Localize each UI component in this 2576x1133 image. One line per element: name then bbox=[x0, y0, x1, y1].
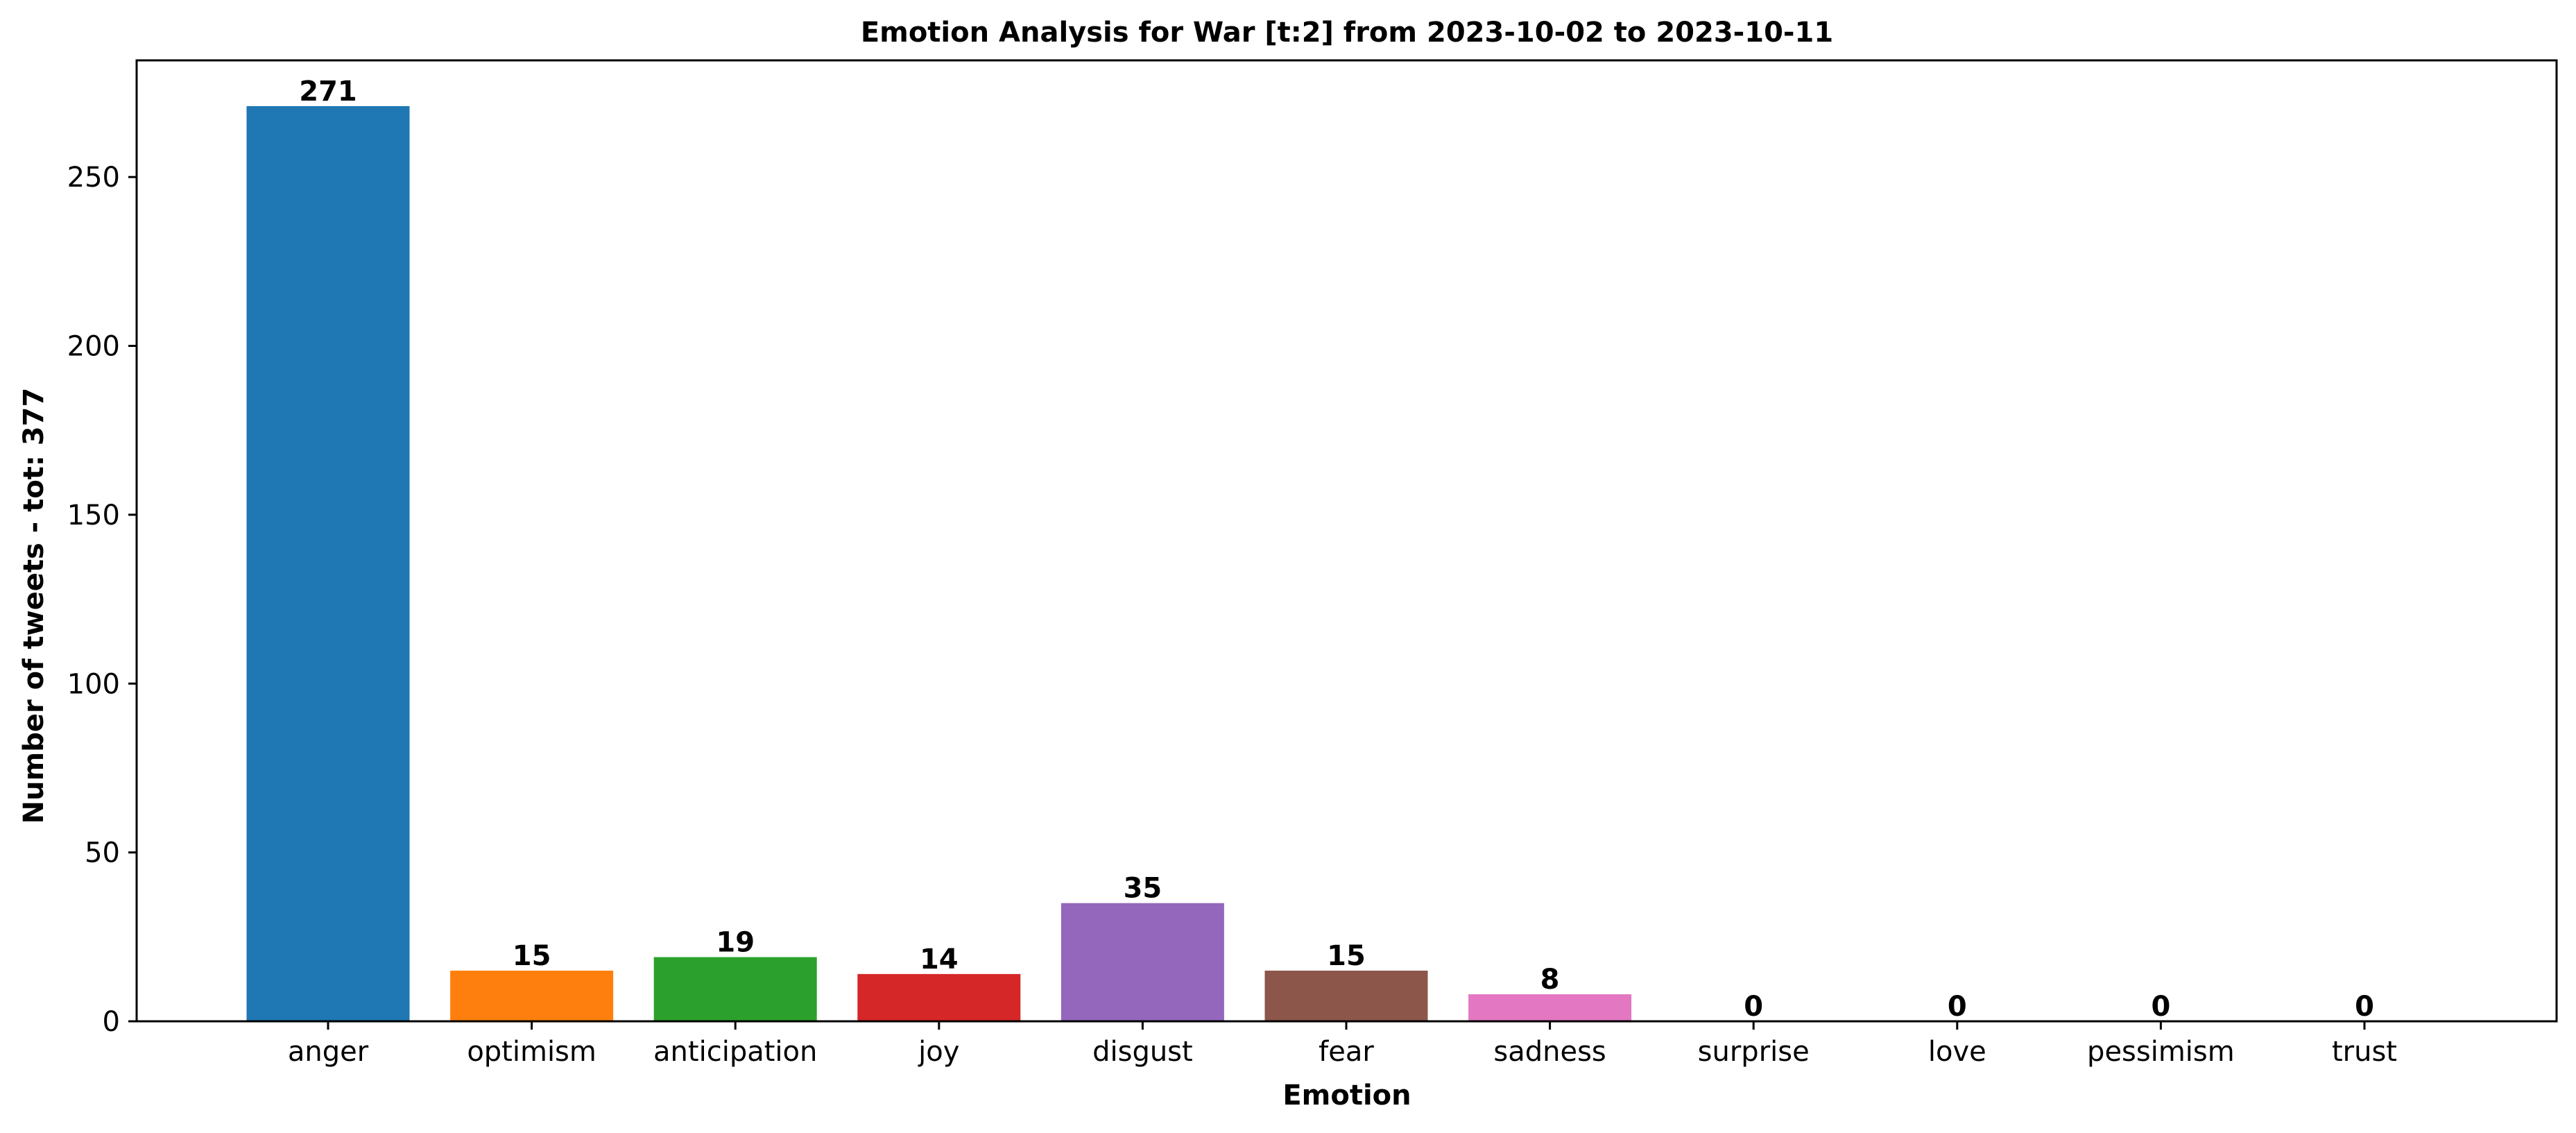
data-label-joy: 14 bbox=[920, 944, 959, 976]
y-tick-label-150: 150 bbox=[67, 500, 120, 531]
data-label-surprise: 0 bbox=[1744, 991, 1763, 1023]
data-labels-group: 271 15 19 14 35 15 8 0 0 0 0 bbox=[299, 76, 2374, 1023]
data-label-disgust: 35 bbox=[1124, 873, 1162, 905]
y-tick-label-200: 200 bbox=[67, 331, 120, 363]
data-label-anticipation: 19 bbox=[716, 927, 755, 959]
x-tick-label-pessimism: pessimism bbox=[2087, 1036, 2235, 1068]
x-axis-label: Emotion bbox=[1282, 1080, 1411, 1111]
bar-disgust bbox=[1061, 903, 1224, 1021]
y-tick-label-0: 0 bbox=[103, 1006, 120, 1038]
chart-title: Emotion Analysis for War [t:2] from 2023… bbox=[861, 17, 1833, 49]
x-tick-label-sadness: sadness bbox=[1493, 1036, 1606, 1068]
x-tick-label-anticipation: anticipation bbox=[653, 1036, 817, 1068]
x-tick-label-fear: fear bbox=[1319, 1036, 1374, 1068]
y-tick-label-50: 50 bbox=[85, 837, 120, 869]
bar-anticipation bbox=[653, 957, 817, 1021]
y-tick-label-100: 100 bbox=[67, 668, 120, 700]
bars-group bbox=[246, 105, 1632, 1021]
data-label-trust: 0 bbox=[2355, 991, 2374, 1023]
x-tick-label-disgust: disgust bbox=[1092, 1036, 1193, 1068]
y-axis-label: Number of tweets - tot: 377 bbox=[18, 388, 50, 824]
bar-optimism bbox=[450, 970, 614, 1021]
data-label-sadness: 8 bbox=[1540, 964, 1560, 996]
bar-anger bbox=[246, 105, 410, 1021]
data-label-love: 0 bbox=[1948, 991, 1967, 1023]
y-tick-label-250: 250 bbox=[67, 162, 120, 194]
y-axis-ticks: 0 50 100 150 200 250 bbox=[67, 162, 137, 1038]
x-tick-label-surprise: surprise bbox=[1698, 1036, 1810, 1068]
x-axis-ticks: anger optimism anticipation joy disgust fear s… bbox=[288, 1021, 2397, 1068]
data-label-anger: 271 bbox=[299, 76, 357, 108]
x-tick-label-anger: anger bbox=[288, 1036, 369, 1068]
x-tick-label-optimism: optimism bbox=[467, 1036, 596, 1068]
data-label-pessimism: 0 bbox=[2151, 991, 2170, 1023]
x-tick-label-trust: trust bbox=[2332, 1036, 2397, 1068]
x-tick-label-love: love bbox=[1928, 1036, 1986, 1068]
data-label-fear: 15 bbox=[1327, 940, 1366, 972]
x-tick-label-joy: joy bbox=[918, 1036, 959, 1068]
plot-frame bbox=[135, 59, 2558, 1023]
bar-sadness bbox=[1468, 994, 1632, 1021]
bar-joy bbox=[857, 973, 1021, 1021]
bar-fear bbox=[1264, 970, 1428, 1021]
data-label-optimism: 15 bbox=[513, 940, 551, 972]
